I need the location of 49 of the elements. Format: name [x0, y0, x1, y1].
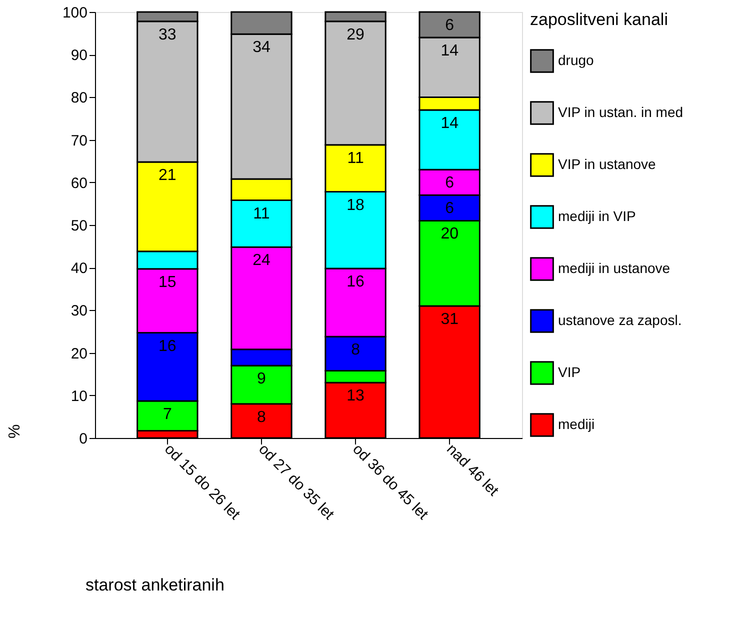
x-tick-label: nad 46 let: [443, 440, 502, 500]
data-label: 29: [346, 26, 365, 44]
data-label: 20: [440, 226, 459, 243]
data-label: 6: [445, 174, 454, 192]
data-label: 11: [347, 150, 364, 167]
data-label: 21: [158, 166, 176, 184]
data-label: 8: [351, 342, 360, 359]
legend-title: zaposlitveni kanali: [530, 10, 668, 29]
legend-label: mediji in ustanove: [558, 260, 670, 276]
legend-label: mediji in VIP: [558, 208, 636, 224]
data-label: 6: [445, 200, 454, 218]
data-label: 16: [158, 338, 176, 355]
x-tick-label: od 36 do 45 let: [349, 440, 432, 524]
data-label: 34: [252, 39, 270, 56]
legend-label: drugo: [558, 52, 594, 68]
y-tick-label: 90: [70, 47, 88, 64]
legend-label: VIP in ustanove: [558, 156, 656, 172]
data-label: 13: [346, 388, 365, 405]
data-label: 11: [253, 205, 270, 222]
data-label: 16: [346, 273, 365, 290]
data-label: 18: [346, 196, 365, 214]
y-tick-label: 0: [79, 430, 88, 448]
legend-label: VIP: [558, 364, 581, 380]
legend-label: mediji: [558, 416, 595, 432]
data-label: 24: [252, 252, 270, 270]
legend-label: VIP in ustan. in med: [558, 104, 684, 120]
x-tick-label: od 27 do 35 let: [255, 440, 338, 524]
y-tick-label: 80: [70, 90, 88, 107]
y-tick-label: 60: [70, 174, 88, 192]
y-tick-label: 20: [70, 345, 88, 362]
x-axis-title: starost anketiranih: [86, 575, 224, 594]
x-tick-label: od 15 do 26 let: [161, 440, 244, 524]
data-label: 6: [445, 17, 454, 34]
y-tick-label: 40: [70, 260, 88, 278]
data-label: 14: [440, 42, 459, 60]
y-tick-label: 50: [70, 218, 88, 234]
data-label: 9: [257, 370, 266, 388]
y-axis-title: %: [6, 424, 24, 438]
data-label: 15: [158, 274, 176, 291]
data-label: 33: [158, 26, 176, 44]
data-label: 31: [440, 310, 459, 328]
y-tick-label: 70: [70, 132, 88, 150]
y-tick-label: 30: [70, 302, 88, 320]
legend-label: ustanove za zaposl.: [558, 312, 682, 328]
y-tick-label: 100: [62, 4, 88, 22]
data-label: 8: [257, 408, 266, 426]
data-label: 7: [162, 406, 172, 423]
y-tick-label: 10: [70, 388, 88, 405]
data-label: 14: [440, 114, 459, 132]
